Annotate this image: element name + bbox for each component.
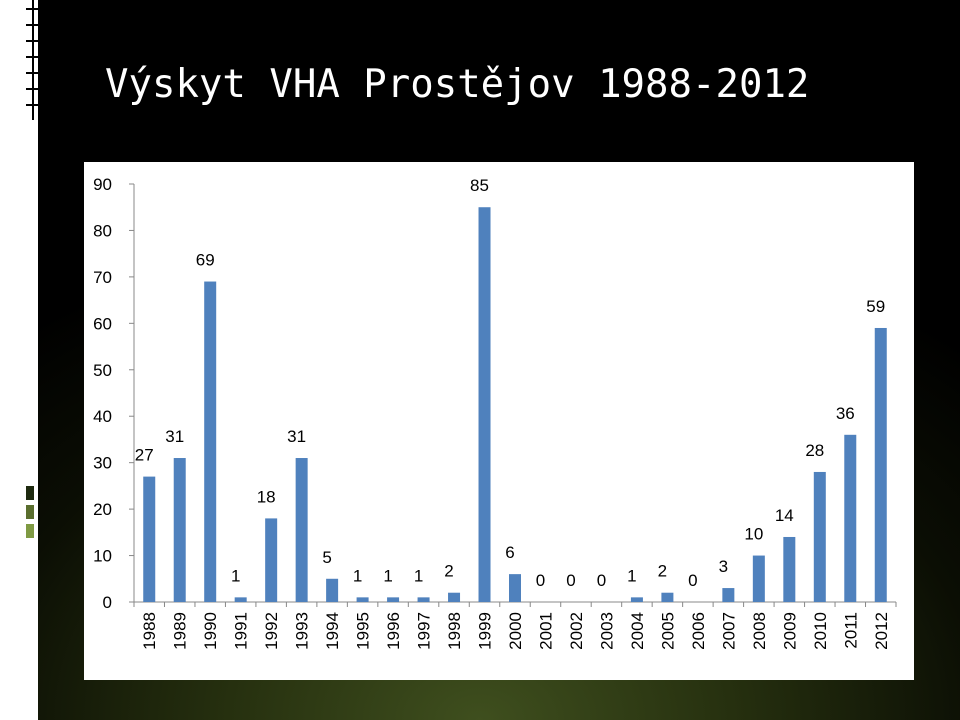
data-label-2011: 36 [836,404,855,423]
x-tick-label-1997: 1997 [415,612,434,650]
bar-1996 [387,597,400,602]
bar-1991 [234,597,247,602]
y-tick-label: 90 [93,175,112,194]
data-label-1996: 1 [383,566,392,585]
bar-1993 [295,458,308,602]
data-label-2001: 0 [536,571,545,590]
y-tick-label: 60 [93,314,112,333]
x-tick-label-1995: 1995 [354,612,373,650]
data-label-1990: 69 [196,251,215,270]
data-label-2005: 2 [658,562,667,581]
x-tick-label-1988: 1988 [140,612,159,650]
data-label-1998: 2 [444,562,453,581]
x-tick-label-2000: 2000 [506,612,525,650]
x-tick-label-1990: 1990 [201,612,220,650]
x-tick-label-2011: 2011 [841,612,860,649]
x-tick-label-2009: 2009 [780,612,799,650]
data-label-1999: 85 [470,176,489,195]
bar-2009 [783,536,796,602]
x-tick-label-2012: 2012 [872,612,891,650]
bar-1994 [326,578,339,602]
bar-2004 [630,597,643,602]
data-label-2012: 59 [866,297,885,316]
data-label-2003: 0 [597,571,606,590]
decor-square-mid [26,505,34,519]
y-tick-label: 0 [103,593,112,612]
x-tick-label-2003: 2003 [597,612,616,650]
left-decor-strip [0,0,38,720]
y-tick-label: 10 [93,547,112,566]
bar-2012 [874,327,887,602]
bar-chart: 0102030405060708090271988311989691990119… [93,175,897,650]
bar-1999 [478,207,491,602]
data-label-2000: 6 [505,543,514,562]
data-label-2009: 14 [775,506,794,525]
bar-1988 [143,476,156,602]
bar-2000 [509,574,521,602]
x-tick-label-2006: 2006 [689,612,708,650]
data-label-1992: 18 [257,487,276,506]
y-tick-label: 30 [93,454,112,473]
data-label-1997: 1 [414,566,423,585]
bar-1997 [417,597,430,602]
decor-square-dark [26,486,34,500]
bar-1998 [448,592,461,602]
x-tick-label-2002: 2002 [567,612,586,650]
data-label-1994: 5 [322,548,331,567]
y-tick-label: 40 [93,407,112,426]
bar-1992 [265,518,278,602]
x-tick-label-1998: 1998 [445,612,464,650]
data-label-1993: 31 [287,427,306,446]
bar-1995 [356,597,369,602]
y-tick-label: 50 [93,361,112,380]
x-tick-label-2005: 2005 [658,612,677,650]
data-label-1988: 27 [135,446,154,465]
x-tick-label-2008: 2008 [750,612,769,650]
data-label-1995: 1 [353,566,362,585]
bar-2011 [844,434,857,602]
x-tick-label-2007: 2007 [719,612,738,650]
data-label-2006: 0 [688,571,697,590]
data-label-1991: 1 [231,566,240,585]
bar-1989 [173,458,186,602]
slide-title: Výskyt VHA Prostějov 1988-2012 [105,62,810,107]
data-label-2007: 3 [719,557,728,576]
x-tick-label-1994: 1994 [323,612,342,650]
x-tick-label-2001: 2001 [536,612,555,650]
bar-2007 [722,588,735,602]
decor-square-light [26,524,34,538]
chart-panel: 0 10 20 30 40 50 60 70 80 90 27 1988 31 1989 69 1990 1 19… [84,162,914,680]
data-label-1989: 31 [165,427,184,446]
data-label-2008: 10 [744,525,763,544]
decor-grid-icon [26,0,38,120]
data-label-2010: 28 [805,441,824,460]
y-tick-label: 20 [93,500,112,519]
x-tick-label-1992: 1992 [262,612,281,650]
x-tick-label-1991: 1991 [232,612,251,650]
x-tick-label-2010: 2010 [811,612,830,650]
data-label-2002: 0 [566,571,575,590]
x-tick-label-1999: 1999 [476,612,495,650]
x-tick-label-2004: 2004 [628,612,647,650]
x-tick-label-1996: 1996 [384,612,403,650]
y-tick-label: 70 [93,268,112,287]
x-tick-label-1989: 1989 [171,612,190,650]
bar-2005 [661,592,674,602]
bar-1990 [204,281,217,602]
bar-2010 [813,471,826,602]
bar-2008 [752,555,765,602]
data-label-2004: 1 [627,566,636,585]
x-tick-label-1993: 1993 [293,612,312,650]
y-tick-label: 80 [93,221,112,240]
